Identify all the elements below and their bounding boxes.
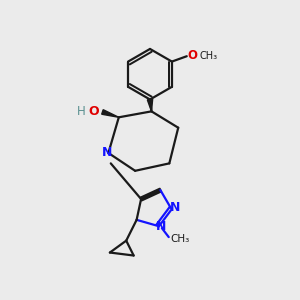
Text: O: O: [88, 105, 98, 118]
Polygon shape: [102, 110, 119, 117]
Text: H: H: [77, 105, 86, 118]
Text: N: N: [170, 201, 180, 214]
Text: N: N: [102, 146, 113, 160]
Text: O: O: [188, 50, 198, 62]
Text: CH₃: CH₃: [170, 235, 190, 244]
Text: N: N: [156, 220, 166, 233]
Text: CH₃: CH₃: [199, 51, 217, 61]
Polygon shape: [147, 99, 153, 111]
